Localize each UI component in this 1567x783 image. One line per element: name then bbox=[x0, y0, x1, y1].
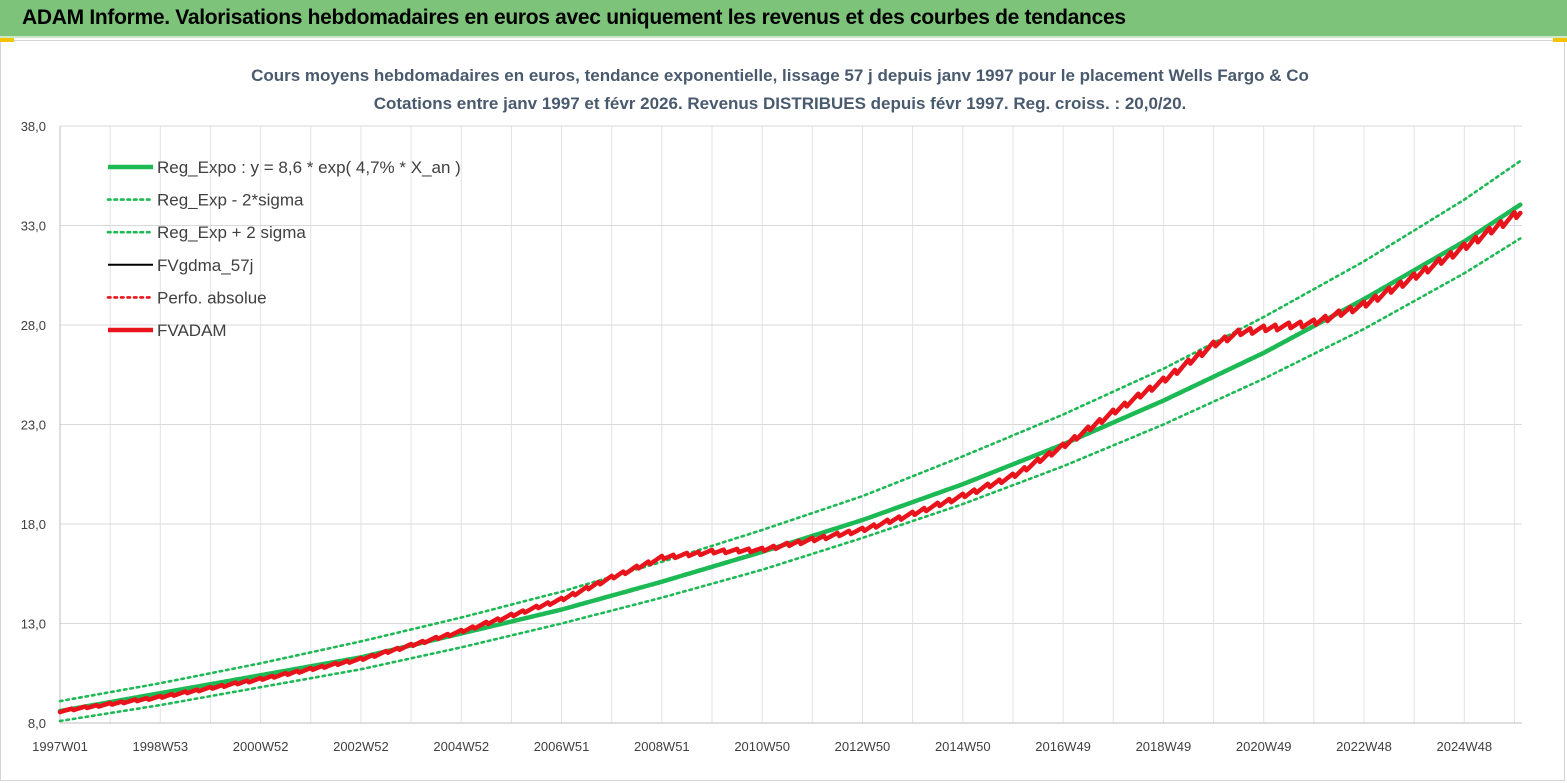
x-tick-label: 1997W01 bbox=[32, 739, 88, 754]
x-tick-label: 2016W49 bbox=[1035, 739, 1091, 754]
x-tick-label: 1998W53 bbox=[132, 739, 188, 754]
chart-subtitle: Cotations entre janv 1997 et févr 2026. … bbox=[374, 94, 1187, 113]
y-tick-label: 13,0 bbox=[21, 617, 46, 632]
x-tick-label: 2024W48 bbox=[1436, 739, 1492, 754]
y-axis: 8,0 13,0 18,0 23,0 28,0 33,0 38,0 bbox=[21, 119, 60, 731]
x-tick-label: 2014W50 bbox=[935, 739, 991, 754]
series-line bbox=[60, 212, 1520, 712]
legend-label: Reg_Expo : y = 8,6 * exp( 4,7% * X_an ) bbox=[157, 158, 461, 177]
x-tick-label: 2012W50 bbox=[835, 739, 891, 754]
y-tick-label: 28,0 bbox=[21, 318, 46, 333]
series-line bbox=[60, 212, 1520, 712]
y-tick-label: 38,0 bbox=[21, 119, 46, 134]
x-tick-label: 2020W49 bbox=[1236, 739, 1292, 754]
x-tick-label: 2006W51 bbox=[534, 739, 590, 754]
x-axis: 1997W01 1998W53 2000W52 2002W52 2004W52 2006W… bbox=[32, 723, 1522, 754]
grid bbox=[60, 126, 1522, 723]
x-tick-label: 2004W52 bbox=[433, 739, 489, 754]
series-line bbox=[60, 239, 1520, 722]
x-tick-label: 2010W50 bbox=[734, 739, 790, 754]
chart-title: Cours moyens hebdomadaires en euros, ten… bbox=[251, 66, 1309, 85]
x-tick-label: 2018W49 bbox=[1136, 739, 1192, 754]
x-tick-label: 2002W52 bbox=[333, 739, 389, 754]
x-tick-label: 2022W48 bbox=[1336, 739, 1392, 754]
series-line bbox=[60, 212, 1520, 712]
legend-label: FVgdma_57j bbox=[157, 256, 253, 275]
x-tick-label: 2000W52 bbox=[233, 739, 289, 754]
series-line bbox=[60, 205, 1520, 711]
y-tick-label: 8,0 bbox=[28, 716, 46, 731]
y-tick-label: 18,0 bbox=[21, 517, 46, 532]
legend-label: Reg_Exp + 2 sigma bbox=[157, 223, 306, 242]
y-tick-label: 33,0 bbox=[21, 219, 46, 234]
plot-area bbox=[60, 161, 1520, 721]
legend-label: FVADAM bbox=[157, 321, 227, 340]
legend-label: Perfo. absolue bbox=[157, 288, 267, 307]
legend-label: Reg_Exp - 2*sigma bbox=[157, 191, 304, 210]
x-tick-label: 2008W51 bbox=[634, 739, 690, 754]
legend: Reg_Expo : y = 8,6 * exp( 4,7% * X_an ) R… bbox=[108, 158, 461, 340]
y-tick-label: 23,0 bbox=[21, 418, 46, 433]
